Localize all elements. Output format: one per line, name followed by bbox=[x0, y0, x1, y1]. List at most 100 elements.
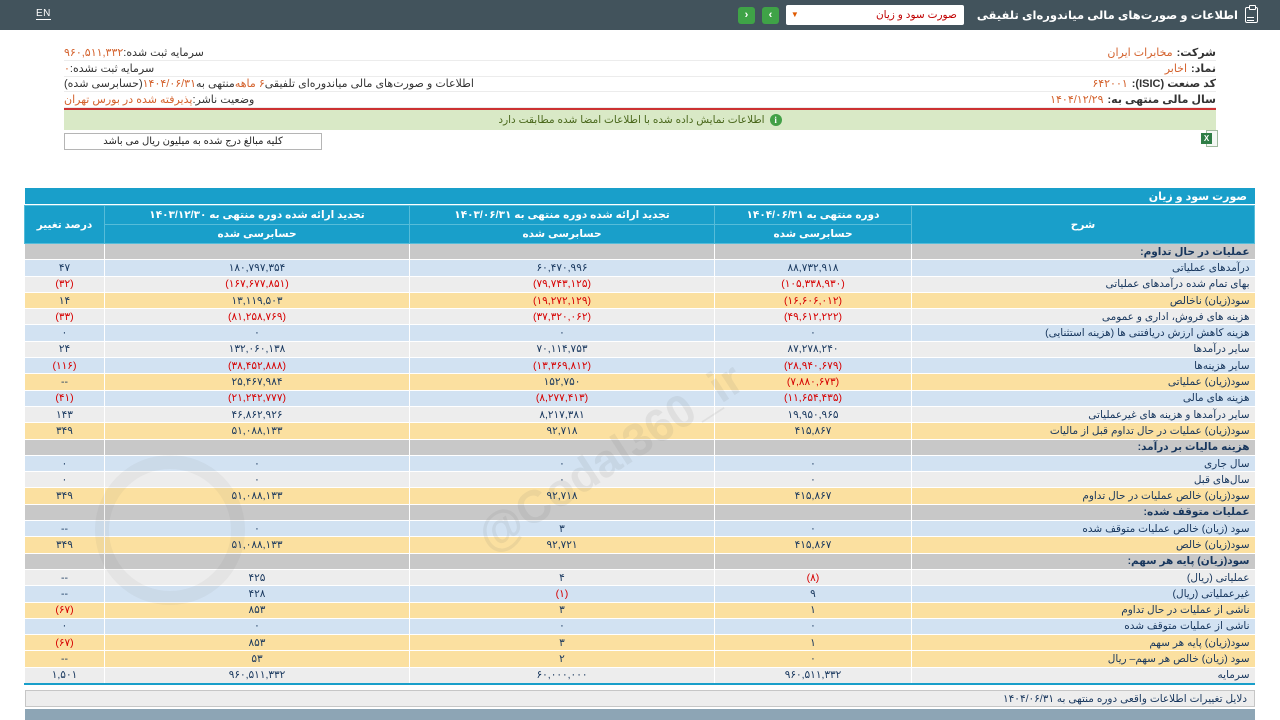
row-label-cell: عملیات در حال تداوم: bbox=[911, 242, 1255, 260]
row-label-cell: سود(زیان) پایه هر سهم: bbox=[911, 552, 1255, 570]
value-cell: ۲ bbox=[409, 650, 715, 668]
value-cell: (۱۰۵,۳۳۸,۹۳۰) bbox=[714, 275, 912, 293]
value-cell: ۱۳,۱۱۹,۵۰۳ bbox=[104, 291, 410, 309]
value-cell: ۴۱۵,۸۶۷ bbox=[714, 536, 912, 554]
row-label-cell: سال‌های قبل bbox=[911, 471, 1255, 488]
value-cell: ۱ bbox=[714, 601, 912, 619]
value-cell: (۱۹,۲۷۲,۱۲۹) bbox=[409, 291, 715, 309]
company-info-value: ۱۴۰۴/۱۲/۲۹ bbox=[1050, 94, 1104, 107]
table-row: سود (زیان) خالص هر سهم– ریال ۰ ۲ ۵۳ -- bbox=[24, 650, 1255, 668]
company-info-row: سال مالی منتهی به: ۱۴۰۴/۱۲/۲۹ bbox=[640, 92, 1216, 108]
report-clipboard-icon bbox=[1245, 5, 1258, 23]
value-cell: ۰ bbox=[409, 454, 715, 472]
row-label-cell: ناشی از عملیات متوقف شده bbox=[911, 617, 1255, 635]
value-cell: ۴۷ bbox=[24, 259, 105, 277]
value-cell: -- bbox=[24, 650, 105, 668]
table-row: هزینه مالیات بر درآمد: bbox=[24, 438, 1255, 456]
value-cell bbox=[104, 503, 410, 521]
value-cell bbox=[714, 503, 912, 521]
value-cell: ۳۴۹ bbox=[24, 487, 105, 505]
table-row: سود(زیان) پایه هر سهم: bbox=[24, 552, 1255, 570]
value-cell: ۸,۲۱۷,۳۸۱ bbox=[409, 405, 715, 423]
value-cell: -- bbox=[24, 585, 105, 603]
value-cell: ۳۴۹ bbox=[24, 536, 105, 554]
value-cell bbox=[714, 438, 912, 456]
value-cell: (۲۸,۹۴۰,۶۷۹) bbox=[714, 357, 912, 374]
value-cell: ۸۸,۷۳۲,۹۱۸ bbox=[714, 259, 912, 277]
company-info-label: نماد: bbox=[1191, 62, 1216, 75]
value-cell bbox=[409, 242, 715, 260]
value-cell: ۰ bbox=[714, 617, 912, 635]
value-cell: ۰ bbox=[409, 471, 715, 488]
company-info-row: نماد: اخابر bbox=[640, 61, 1216, 77]
table-title: صورت سود و زیان bbox=[25, 188, 1255, 204]
value-cell bbox=[409, 503, 715, 521]
table-row: سود(زیان) عملیاتی (۷,۸۸۰,۶۷۳) ۱۵۲,۷۵۰ ۲۵,۴۶… bbox=[24, 373, 1255, 391]
value-cell: -- bbox=[24, 520, 105, 537]
value-cell: (۴۹,۶۱۲,۲۲۲) bbox=[714, 308, 912, 325]
company-info-value: مخابرات ایران bbox=[1107, 46, 1173, 59]
value-cell: ۰ bbox=[24, 471, 105, 488]
value-cell: ۸۵۳ bbox=[104, 601, 410, 619]
row-label-cell: درآمدهای عملیاتی bbox=[911, 259, 1255, 277]
column-subheader-audited: حسابرسی شده bbox=[409, 224, 715, 244]
value-cell: (۳۸,۴۵۲,۸۸۸) bbox=[104, 357, 410, 374]
company-info-label: شرکت: bbox=[1176, 46, 1216, 59]
company-info-segment: وضعیت ناشر: bbox=[192, 94, 255, 107]
company-info-segment: ۶ ماهه bbox=[234, 78, 265, 91]
language-toggle-link[interactable]: EN bbox=[36, 8, 51, 20]
row-label-cell: سود (زیان) خالص هر سهم– ریال bbox=[911, 650, 1255, 668]
value-cell bbox=[104, 552, 410, 570]
value-cell: (۷۹,۷۴۳,۱۲۵) bbox=[409, 275, 715, 293]
value-cell: (۸۱,۲۵۸,۷۶۹) bbox=[104, 308, 410, 325]
value-cell: -- bbox=[24, 373, 105, 391]
column-subheader-audited: حسابرسی شده bbox=[104, 224, 410, 244]
value-cell: ۰ bbox=[409, 617, 715, 635]
column-header-period: تجدید ارائه شده دوره منتهی به ۱۴۰۳/۰۶/۳۱ bbox=[409, 205, 715, 225]
value-cell: ۹۶۰,۵۱۱,۳۳۲ bbox=[714, 666, 912, 684]
next-section-header-strip bbox=[25, 709, 1255, 720]
value-cell: ۹ bbox=[714, 585, 912, 603]
excel-export-icon[interactable]: X bbox=[1201, 130, 1218, 147]
value-cell: ۰ bbox=[714, 520, 912, 537]
row-label-cell: سایر هزینه‌ها bbox=[911, 357, 1255, 374]
company-info-row: وضعیت ناشر: پذیرفته شده در بورس تهران bbox=[64, 92, 640, 108]
row-label-cell: سود(زیان) خالص bbox=[911, 536, 1255, 554]
next-report-button[interactable]: › bbox=[761, 6, 779, 24]
table-row: عملیاتی (ریال) (۸) ۴ ۴۲۵ -- bbox=[24, 568, 1255, 586]
value-cell bbox=[104, 438, 410, 456]
column-header-percent-change: درصد تغییر bbox=[24, 205, 105, 244]
value-cell bbox=[24, 438, 105, 456]
value-cell: ۲۴ bbox=[24, 340, 105, 358]
table-row: سال جاری ۰ ۰ ۰ ۰ bbox=[24, 454, 1255, 472]
company-info-label: کد صنعت (ISIC): bbox=[1131, 78, 1216, 91]
value-cell: ۸۵۳ bbox=[104, 634, 410, 651]
value-cell bbox=[24, 552, 105, 570]
value-cell: ۰ bbox=[104, 520, 410, 537]
prev-report-button[interactable]: ‹ bbox=[737, 6, 755, 24]
value-cell: ۵۱,۰۸۸,۱۳۳ bbox=[104, 422, 410, 440]
row-label-cell: سود(زیان) پایه هر سهم bbox=[911, 634, 1255, 651]
value-cell: ۵۱,۰۸۸,۱۳۳ bbox=[104, 536, 410, 554]
table-row: سایر هزینه‌ها (۲۸,۹۴۰,۶۷۹) (۱۳,۳۶۹,۸۱۲) (۳۸… bbox=[24, 357, 1255, 374]
value-cell bbox=[714, 552, 912, 570]
value-cell: ۱۹,۹۵۰,۹۶۵ bbox=[714, 405, 912, 423]
value-cell: ۹۲,۷۲۱ bbox=[409, 536, 715, 554]
value-cell: ۰ bbox=[714, 650, 912, 668]
value-cell: ۰ bbox=[104, 454, 410, 472]
value-cell: ۳ bbox=[409, 634, 715, 651]
currency-unit-note: کلیه مبالغ درج شده به میلیون ریال می باش… bbox=[64, 133, 322, 150]
company-info-left-column: سرمایه ثبت شده: ۹۶۰,۵۱۱,۳۳۲ سرمایه ثبت نش… bbox=[64, 45, 640, 108]
report-type-select[interactable]: صورت سود و زیان ▼ bbox=[785, 5, 964, 25]
row-label-cell: ناشی از عملیات در حال تداوم bbox=[911, 601, 1255, 619]
value-cell: (۱۳,۳۶۹,۸۱۲) bbox=[409, 357, 715, 374]
value-cell: (۶۷) bbox=[24, 634, 105, 651]
company-info-row: شرکت: مخابرات ایران bbox=[640, 45, 1216, 61]
value-cell: (۳۷,۳۲۰,۰۶۲) bbox=[409, 308, 715, 325]
value-cell: ۶۰,۴۷۰,۹۹۶ bbox=[409, 259, 715, 277]
company-info-segment: ۱۴۰۴/۰۶/۳۱ bbox=[142, 78, 197, 91]
value-cell: (۷,۸۸۰,۶۷۳) bbox=[714, 373, 912, 391]
value-cell: ۴۱۵,۸۶۷ bbox=[714, 422, 912, 440]
value-cell: (۴۱) bbox=[24, 389, 105, 407]
table-row: سود(زیان) عملیات در حال تداوم قبل از مال… bbox=[24, 422, 1255, 440]
